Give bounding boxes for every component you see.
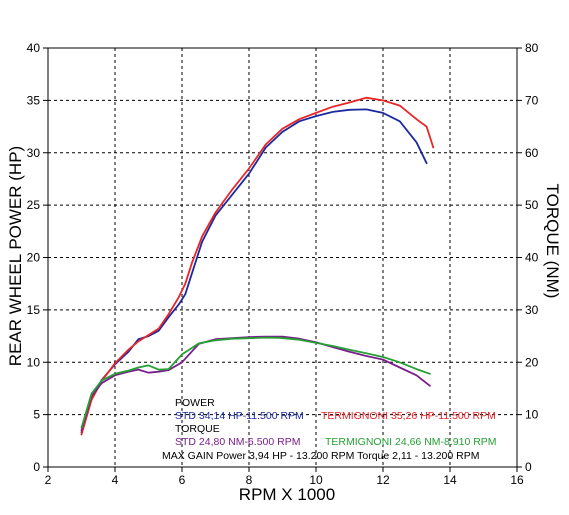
left-tick-label: 0 — [33, 460, 40, 474]
left-tick-label: 10 — [27, 355, 41, 369]
right-tick-label: 60 — [525, 146, 539, 160]
left-axis-title: REAR WHEEL POWER (HP) — [6, 146, 25, 366]
legend: POWER STD 34,14 HP-11.500 RPM TERMIGNONI… — [162, 397, 497, 462]
x-tick-label: 10 — [309, 473, 323, 487]
right-axis-title: TORQUE (NM) — [543, 184, 562, 299]
right-tick-label: 50 — [525, 198, 539, 212]
x-tick-label: 6 — [179, 473, 186, 487]
x-tick-label: 14 — [443, 473, 457, 487]
x-tick-label: 2 — [45, 473, 52, 487]
legend-power-header: POWER — [175, 397, 215, 409]
power-std-line — [80, 108, 428, 434]
legend-std-power: STD 34,14 HP-11.500 RPM — [175, 410, 304, 422]
right-tick-label: 80 — [525, 41, 539, 55]
power-termignoni-line — [80, 96, 435, 436]
right-tick-label: 0 — [525, 460, 532, 474]
left-tick-label: 40 — [27, 41, 41, 55]
right-tick-label: 10 — [525, 408, 539, 422]
legend-std-torque: STD 24,80 NM-6.500 RPM — [175, 436, 300, 448]
x-axis-ticks: 2 4 6 8 10 12 14 16 — [45, 467, 524, 487]
left-tick-label: 25 — [27, 198, 41, 212]
right-tick-label: 20 — [525, 355, 539, 369]
right-tick-label: 40 — [525, 251, 539, 265]
x-tick-label: 4 — [112, 473, 119, 487]
left-tick-label: 35 — [27, 93, 41, 107]
legend-max-gain: MAX GAIN Power 3,94 HP - 13.200 RPM Torq… — [162, 450, 480, 462]
series-lines — [80, 96, 435, 436]
x-tick-label: 8 — [246, 473, 253, 487]
legend-torque-header: TORQUE — [175, 423, 220, 435]
left-tick-label: 5 — [33, 408, 40, 422]
x-axis-title: RPM X 1000 — [239, 485, 335, 504]
torque-termignoni-line — [80, 336, 431, 429]
right-tick-label: 70 — [525, 93, 539, 107]
x-tick-label: 12 — [376, 473, 390, 487]
grid-lines — [48, 48, 517, 467]
x-tick-label: 16 — [510, 473, 524, 487]
left-tick-label: 30 — [27, 146, 41, 160]
left-tick-label: 20 — [27, 251, 41, 265]
legend-termignoni-torque: TERMIGNONI 24,66 NM-8.910 RPM — [325, 436, 497, 448]
left-tick-label: 15 — [27, 303, 41, 317]
right-axis-ticks: 0 10 20 30 40 50 60 70 80 — [517, 41, 539, 474]
legend-termignoni-power: TERMIGNONI 35,26 HP-11.500 RPM — [321, 410, 496, 422]
left-axis-ticks: 0 5 10 15 20 25 30 35 40 — [27, 41, 48, 474]
right-tick-label: 30 — [525, 303, 539, 317]
